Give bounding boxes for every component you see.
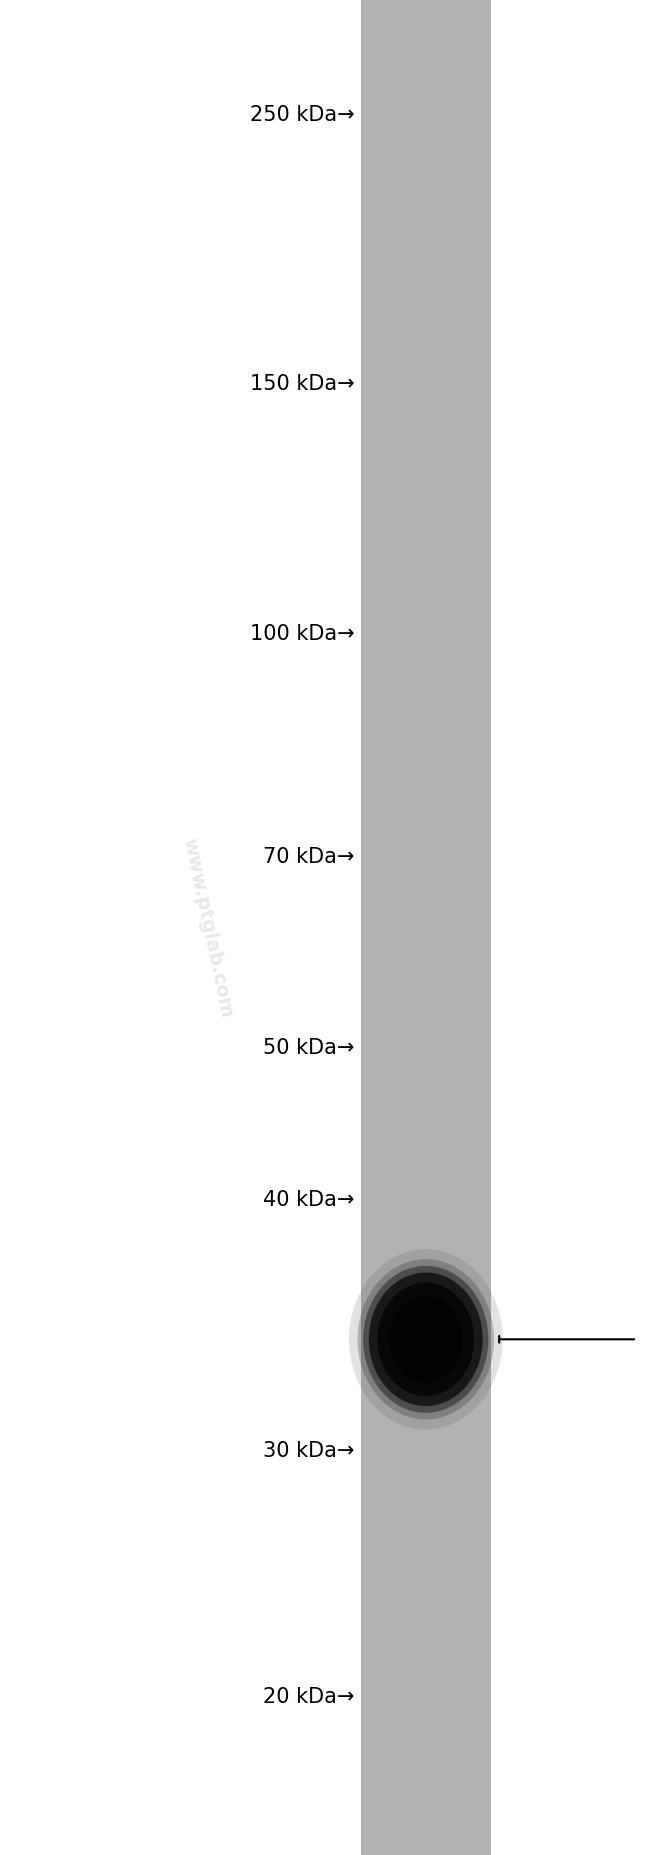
Ellipse shape — [369, 1273, 482, 1406]
Ellipse shape — [378, 1282, 474, 1397]
Text: 20 kDa→: 20 kDa→ — [263, 1688, 354, 1707]
Text: 70 kDa→: 70 kDa→ — [263, 848, 354, 866]
Text: 100 kDa→: 100 kDa→ — [250, 625, 354, 644]
Text: 50 kDa→: 50 kDa→ — [263, 1039, 354, 1057]
Text: 40 kDa→: 40 kDa→ — [263, 1191, 354, 1209]
Text: 150 kDa→: 150 kDa→ — [250, 375, 354, 393]
Text: www.ptglab.com: www.ptglab.com — [179, 837, 237, 1018]
Ellipse shape — [389, 1297, 463, 1382]
Text: 30 kDa→: 30 kDa→ — [263, 1441, 354, 1460]
Bar — [361, 0, 491, 1855]
Text: 250 kDa→: 250 kDa→ — [250, 106, 354, 124]
Ellipse shape — [358, 1260, 494, 1419]
Ellipse shape — [349, 1248, 502, 1430]
Ellipse shape — [363, 1265, 488, 1414]
